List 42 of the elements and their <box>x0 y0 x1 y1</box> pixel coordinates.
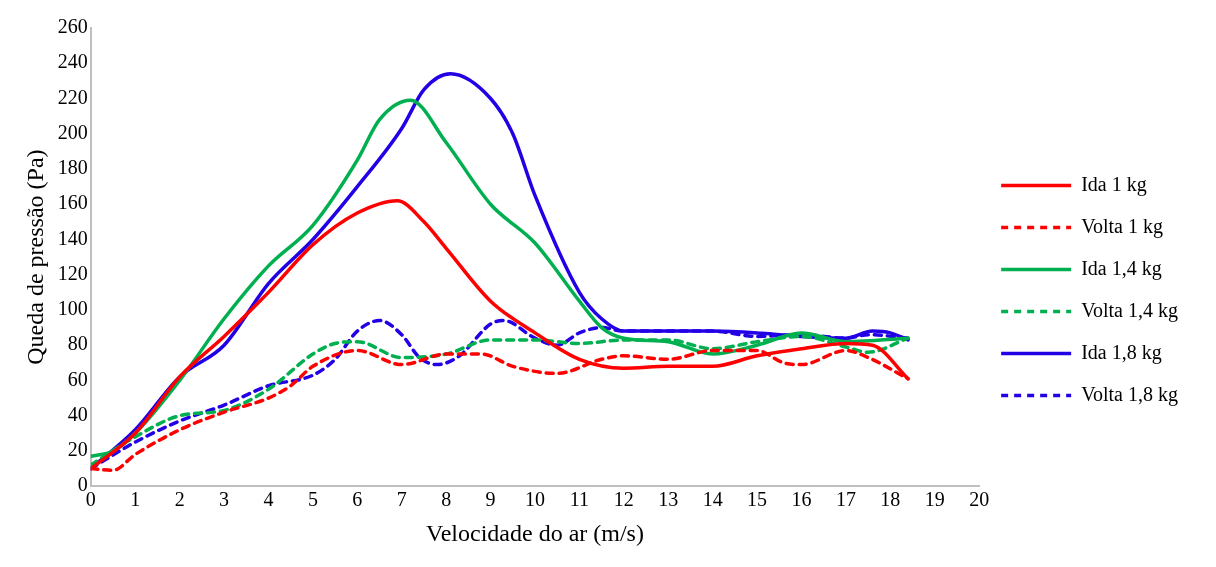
y-tick-label: 20 <box>67 438 88 461</box>
x-tick-label: 20 <box>969 488 990 511</box>
y-tick-label: 220 <box>57 85 88 108</box>
y-tick-label: 180 <box>57 156 88 179</box>
y-tick-label: 200 <box>57 120 88 143</box>
y-tick-label: 240 <box>57 50 88 73</box>
x-tick-label: 13 <box>658 488 679 511</box>
y-axis-title: Queda de pressão (Pa) <box>21 149 48 365</box>
x-tick-label: 18 <box>880 488 901 511</box>
y-tick-label: 140 <box>57 226 88 249</box>
x-tick-label: 3 <box>219 488 230 511</box>
x-tick-label: 8 <box>441 488 452 511</box>
legend-label: Volta 1,8 kg <box>1081 382 1178 406</box>
x-tick-label: 14 <box>702 488 723 511</box>
y-tick-label: 0 <box>77 473 88 496</box>
x-tick-label: 10 <box>524 488 545 511</box>
y-tick-label: 100 <box>57 297 88 320</box>
legend-label: Volta 1 kg <box>1081 214 1163 238</box>
x-tick-label: 17 <box>835 488 856 511</box>
x-tick-label: 6 <box>352 488 363 511</box>
x-tick-label: 16 <box>791 488 812 511</box>
x-tick-label: 2 <box>174 488 185 511</box>
x-tick-label: 12 <box>613 488 634 511</box>
x-axis-title: Velocidade do ar (m/s) <box>426 519 644 546</box>
y-tick-label: 120 <box>57 261 88 284</box>
x-tick-label: 5 <box>307 488 318 511</box>
x-tick-label: 11 <box>569 488 590 511</box>
x-tick-label: 19 <box>924 488 945 511</box>
y-tick-label: 80 <box>67 332 88 355</box>
y-tick-label: 40 <box>67 402 88 425</box>
legend-label: Volta 1,4 kg <box>1081 298 1178 322</box>
x-tick-label: 1 <box>130 488 141 511</box>
x-tick-label: 4 <box>263 488 274 511</box>
y-tick-label: 260 <box>57 15 88 38</box>
y-tick-label: 60 <box>67 367 88 390</box>
x-tick-label: 7 <box>396 488 407 511</box>
legend-label: Ida 1,8 kg <box>1081 340 1162 364</box>
x-tick-label: 9 <box>485 488 496 511</box>
y-tick-label: 160 <box>57 191 88 214</box>
x-tick-label: 15 <box>747 488 768 511</box>
legend-label: Ida 1,4 kg <box>1081 256 1162 280</box>
legend-label: Ida 1 kg <box>1081 172 1147 196</box>
